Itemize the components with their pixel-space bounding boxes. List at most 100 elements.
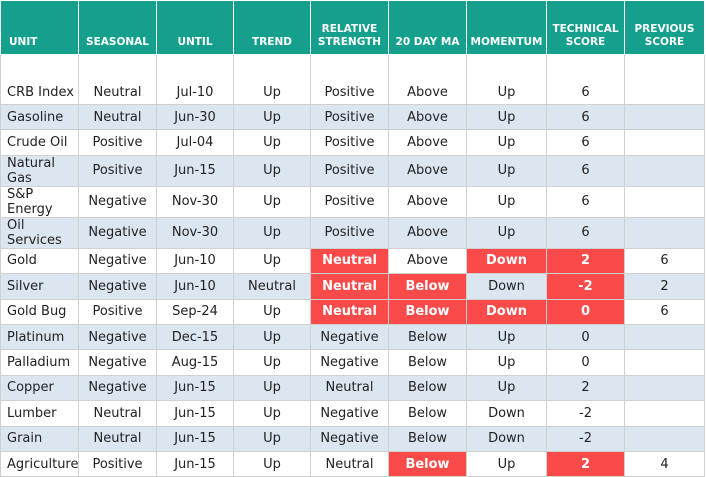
table-cell: Neutral [310,374,389,402]
table-cell: Down [466,298,547,325]
unit-cell: Gold Bug [0,298,79,325]
table-cell: Up [233,323,311,351]
header-cell: PREVIOUS SCORE [624,0,705,55]
table-cell: Above [388,185,467,218]
table-row: Lumber Neutral Jun-15 Up Negative Below Down -2 [0,400,705,427]
table-cell: Above [388,103,467,131]
table-cell: Negative [78,374,157,402]
table-cell: Neutral [310,247,389,275]
table-cell: Below [388,323,467,351]
table-cell: Below [388,400,467,427]
table-cell [624,400,705,427]
table-cell: Up [466,323,547,351]
header-cell: TECHNICAL SCORE [546,0,625,55]
unit-cell: Grain [0,425,79,452]
table-cell: Neutral [78,103,157,131]
table-row: Copper Negative Jun-15 Up Neutral Below Up 2 [0,374,705,402]
table-cell: 4 [624,450,705,477]
table-cell: Below [388,450,467,477]
header-cell: UNTIL [156,0,234,55]
table-cell: Up [233,374,311,402]
table-cell: Jun-10 [156,273,234,300]
table-cell: Negative [310,323,389,351]
table-cell: Dec-15 [156,323,234,351]
table-cell: Up [233,247,311,275]
table-cell: Above [388,54,467,105]
unit-cell: S&P Energy [0,185,79,218]
table-cell: Nov-30 [156,185,234,218]
table-cell: Above [388,129,467,156]
table-cell: 6 [546,54,625,105]
unit-cell: Silver [0,273,79,300]
table-cell: Jun-15 [156,450,234,477]
table-row: Gold Bug Positive Sep-24 Up Neutral Below Down… [0,298,705,325]
table-cell: Positive [310,185,389,218]
header-cell: MOMENTUM [466,0,547,55]
table-cell [624,374,705,402]
unit-cell: Lumber [0,400,79,427]
table-cell: -2 [546,425,625,452]
unit-cell: Gold [0,247,79,275]
table-cell: Positive [310,54,389,105]
unit-cell: Platinum [0,323,79,351]
unit-cell: CRB Index [0,54,79,105]
table-cell: Up [233,216,311,249]
table-cell: 0 [546,349,625,376]
table-cell: Positive [310,129,389,156]
table-cell: Negative [78,216,157,249]
table-cell: Aug-15 [156,349,234,376]
table-cell: 6 [546,185,625,218]
table-cell: Below [388,298,467,325]
table-cell: Neutral [310,298,389,325]
table-cell: -2 [546,400,625,427]
table-cell: Below [388,273,467,300]
table-cell: Up [466,103,547,131]
table-cell: Up [466,154,547,187]
table-cell: 6 [624,247,705,275]
table-cell: Negative [310,349,389,376]
table-cell [624,154,705,187]
table-cell: Jun-15 [156,425,234,452]
table-cell: Below [388,425,467,452]
table-row: CRB Index Neutral Jul-10 Up Positive Above Up 6 [0,54,705,105]
table-cell [624,323,705,351]
table-cell: Up [233,129,311,156]
table-cell: Positive [78,129,157,156]
table-cell: 6 [546,129,625,156]
table-cell: Neutral [233,273,311,300]
table-cell: Down [466,273,547,300]
table-cell: Up [233,298,311,325]
table-cell: 6 [624,298,705,325]
table-cell: 6 [546,103,625,131]
table-cell: Negative [78,323,157,351]
table-cell: Positive [78,154,157,187]
unit-cell: Palladium [0,349,79,376]
table-cell: Neutral [310,450,389,477]
table-cell: 0 [546,323,625,351]
table-cell: Positive [78,298,157,325]
table-cell [624,185,705,218]
table-cell: Below [388,374,467,402]
table-cell: Up [233,154,311,187]
table-cell: Jul-04 [156,129,234,156]
table-row: Natural Gas Positive Jun-15 Up Positive Above… [0,154,705,187]
table-cell: 2 [624,273,705,300]
table-cell: Neutral [310,273,389,300]
table-row: Platinum Negative Dec-15 Up Negative Below Up 0 [0,323,705,351]
table-cell: Sep-24 [156,298,234,325]
table-cell: Positive [310,154,389,187]
table-cell: Up [466,450,547,477]
unit-cell: Natural Gas [0,154,79,187]
table-cell: Positive [78,450,157,477]
table-cell: Jun-15 [156,374,234,402]
table-cell: Negative [310,400,389,427]
table-cell: Negative [78,247,157,275]
table-cell: Jun-30 [156,103,234,131]
table-cell: Down [466,400,547,427]
table-cell: Jun-10 [156,247,234,275]
table-cell [624,129,705,156]
table-cell [624,54,705,105]
table-cell [624,103,705,131]
table-cell: Neutral [78,425,157,452]
